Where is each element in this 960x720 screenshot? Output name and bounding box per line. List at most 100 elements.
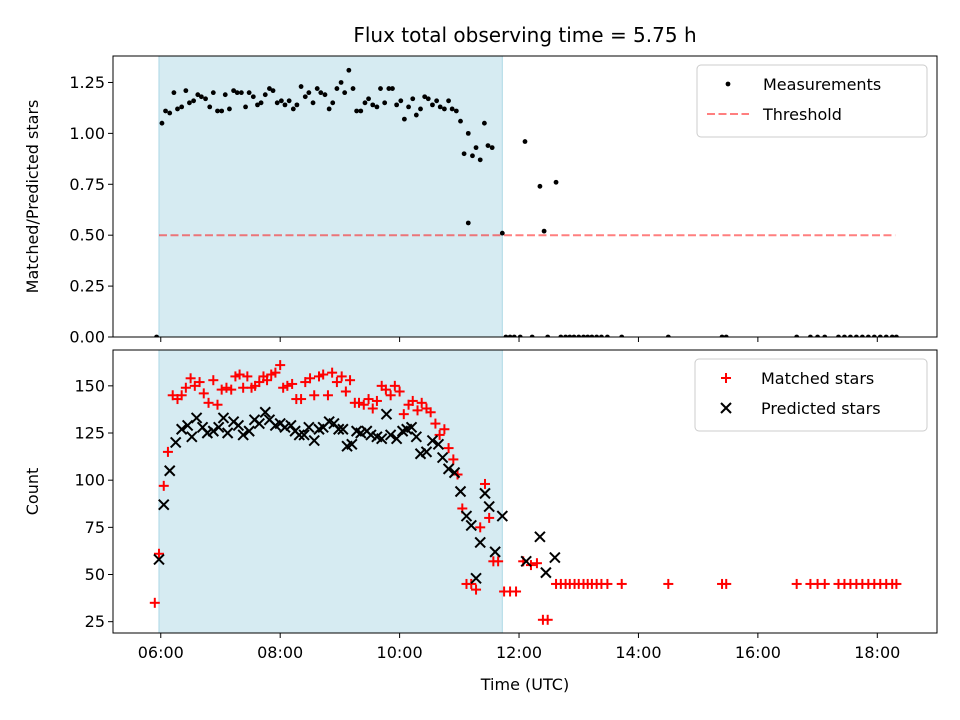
data-point	[169, 436, 182, 449]
legend: Measurements Threshold	[696, 64, 928, 138]
series-predicted-stars	[153, 406, 561, 584]
data-point-stroke-b	[426, 434, 439, 447]
data-point-stroke-b	[285, 419, 297, 432]
data-point	[331, 377, 342, 388]
data-point	[306, 90, 312, 96]
data-point	[483, 500, 495, 513]
data-point	[537, 183, 543, 189]
data-point-stroke-b	[323, 415, 335, 428]
data-point	[358, 108, 364, 114]
data-point	[243, 425, 255, 437]
data-point-stroke-b	[346, 438, 358, 451]
data-point	[723, 334, 729, 337]
data-point-stroke-b	[337, 423, 349, 435]
legend-item: Measurements	[725, 75, 881, 94]
legend-item: Threshold	[707, 105, 842, 124]
data-point	[254, 377, 265, 388]
data-point	[877, 334, 883, 337]
data-point	[619, 334, 625, 337]
data-point-stroke-b	[298, 429, 310, 441]
data-point	[195, 92, 201, 98]
data-point	[374, 104, 380, 110]
data-point	[221, 382, 232, 393]
data-point-stroke-b	[384, 429, 397, 441]
data-point	[278, 98, 284, 104]
data-point	[458, 118, 463, 124]
x-axis-label: Time (UTC)	[480, 675, 569, 694]
data-point	[446, 98, 451, 104]
data-point-stroke-b	[303, 421, 315, 434]
legend: Matched stars Predicted stars	[694, 358, 928, 432]
panel-0-points	[154, 67, 899, 337]
data-point	[567, 334, 573, 337]
data-point-stroke-b	[410, 431, 423, 443]
data-point	[461, 151, 467, 157]
data-point	[207, 104, 213, 110]
data-point	[367, 403, 378, 414]
data-point-stroke-b	[534, 531, 546, 543]
data-point	[287, 378, 298, 389]
data-point-stroke-b	[217, 412, 230, 424]
panel-0-frame	[112, 55, 938, 338]
data-point	[259, 406, 271, 418]
data-point-stroke-b	[489, 546, 501, 558]
data-point-stroke-b	[164, 465, 176, 477]
data-point	[363, 394, 374, 405]
data-point-stroke-b	[405, 421, 418, 434]
data-point	[517, 334, 523, 337]
data-point	[309, 390, 320, 401]
data-point	[326, 106, 332, 112]
data-point	[822, 334, 828, 337]
data-point	[545, 334, 551, 337]
data-point	[219, 108, 225, 114]
data-point	[290, 106, 296, 112]
data-point	[332, 423, 345, 435]
data-point	[227, 106, 232, 112]
data-point	[232, 419, 245, 432]
legend-swatch	[725, 81, 731, 87]
data-point	[207, 425, 220, 437]
y-tick-label: 0.25	[69, 277, 105, 296]
data-point	[529, 334, 535, 337]
data-point	[318, 90, 324, 96]
data-point	[448, 466, 461, 479]
data-point	[366, 96, 371, 102]
y-tick-label: 150	[74, 376, 105, 395]
data-point	[153, 548, 164, 559]
data-point	[185, 373, 196, 384]
data-point-stroke-b	[259, 406, 271, 418]
data-point	[430, 102, 435, 108]
data-point	[162, 446, 173, 457]
data-point-stroke-b	[253, 417, 265, 430]
data-point	[576, 334, 582, 337]
data-point	[222, 92, 228, 98]
y-axis-label: Count	[23, 468, 42, 516]
data-point-stroke-b	[390, 432, 403, 445]
data-point-stroke-b	[328, 417, 340, 430]
data-point	[208, 375, 219, 386]
data-point-stroke-b	[175, 423, 188, 435]
data-point-stroke-b	[448, 466, 461, 479]
data-point	[380, 384, 391, 395]
legend-label: Measurements	[763, 75, 881, 94]
data-point	[350, 86, 356, 91]
data-point	[310, 100, 316, 106]
data-point	[191, 98, 197, 104]
data-point	[511, 586, 522, 597]
data-point	[238, 90, 244, 96]
data-point	[418, 106, 423, 112]
data-point	[489, 546, 501, 558]
data-point	[231, 88, 237, 94]
data-point	[865, 334, 871, 337]
data-point	[384, 429, 397, 441]
data-point	[819, 578, 830, 589]
x-tick-label: 08:00	[257, 643, 303, 662]
data-point	[262, 92, 268, 98]
data-point	[416, 397, 427, 408]
data-point-stroke-b	[470, 572, 482, 584]
data-point	[308, 434, 320, 447]
data-point	[338, 80, 344, 85]
data-point	[581, 334, 586, 337]
data-point	[484, 512, 495, 523]
data-point	[389, 380, 400, 391]
